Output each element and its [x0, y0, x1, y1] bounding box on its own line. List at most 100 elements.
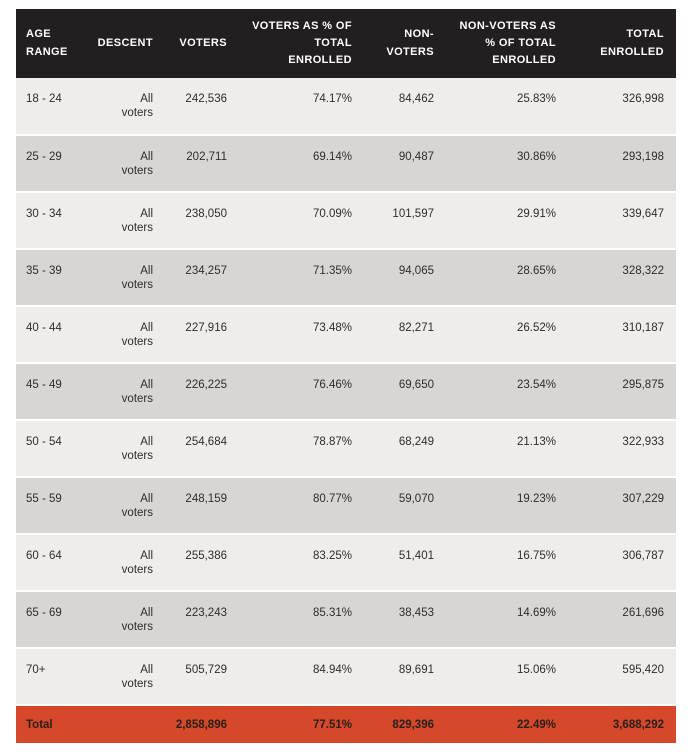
table-row: 60 - 64 All voters 255,386 83.25% 51,401 16.7… [16, 534, 676, 592]
cell-text: 310,187 [622, 322, 664, 334]
cell-descent: All voters [78, 135, 165, 193]
cell-text: 15.06% [516, 664, 556, 676]
cell-descent: All voters [78, 477, 165, 535]
cell-text: 76.46% [312, 379, 352, 391]
cell-total-enrolled: 306,787 [568, 534, 676, 592]
cell-non-voters-pct: 14.69% [446, 591, 568, 649]
cell-text: 80.77% [312, 493, 352, 505]
cell-text: 255,386 [185, 550, 227, 562]
cell-text: 82,271 [398, 322, 434, 334]
cell-text: 38,453 [398, 607, 434, 619]
cell-total-enrolled: 307,229 [568, 477, 676, 535]
cell-text: 69,650 [398, 379, 434, 391]
cell-text: 23.54% [516, 379, 556, 391]
cell-total-enrolled: 326,998 [568, 78, 676, 136]
table-row: 65 - 69 All voters 223,243 85.31% 38,453 14.6… [16, 591, 676, 649]
cell-text: 68,249 [398, 436, 434, 448]
cell-total-enrolled: 339,647 [568, 192, 676, 250]
cell-non-voters: 89,691 [364, 648, 446, 706]
cell-text: All voters [121, 550, 153, 577]
cell-text: 202,711 [186, 151, 227, 163]
cell-descent: All voters [78, 420, 165, 478]
cell-text: 51,401 [398, 550, 434, 562]
cell-text: 78.87% [312, 436, 352, 448]
cell-text: 234,257 [185, 265, 227, 277]
cell-text: 101,597 [392, 208, 434, 220]
cell-text: 322,933 [622, 436, 664, 448]
total-cell-non-voters-pct: 22.49% [446, 705, 568, 743]
cell-voters-pct: 71.35% [239, 249, 364, 307]
cell-text: 505,729 [185, 664, 227, 676]
cell-text: All voters [121, 664, 153, 691]
cell-text: 326,998 [622, 93, 664, 105]
cell-age-range: 70+ [16, 648, 78, 706]
cell-text: 328,322 [622, 265, 664, 277]
cell-text: 16.75% [516, 550, 556, 562]
cell-non-voters-pct: 23.54% [446, 363, 568, 421]
cell-voters-pct: 76.46% [239, 363, 364, 421]
cell-non-voters-pct: 29.91% [446, 192, 568, 250]
cell-voters: 202,711 [165, 135, 239, 193]
table-body: 18 - 24 All voters 242,536 74.17% 84,462 25.8… [16, 78, 676, 706]
cell-text: 248,159 [185, 493, 227, 505]
cell-text: 65 - 69 [26, 607, 62, 619]
cell-non-voters-pct: 21.13% [446, 420, 568, 478]
cell-voters: 248,159 [165, 477, 239, 535]
cell-text: 40 - 44 [26, 322, 62, 334]
cell-text: 30 - 34 [26, 208, 62, 220]
table-row: 40 - 44 All voters 227,916 73.48% 82,271 26.5… [16, 306, 676, 364]
cell-text: 90,487 [398, 151, 434, 163]
total-cell-descent [78, 705, 165, 743]
cell-text: All voters [121, 265, 153, 292]
cell-text: All voters [121, 93, 153, 120]
total-cell-age-range: Total [16, 705, 78, 743]
cell-text: All voters [121, 322, 153, 349]
cell-text: 306,787 [622, 550, 664, 562]
cell-age-range: 50 - 54 [16, 420, 78, 478]
cell-text: 70+ [26, 664, 46, 676]
cell-non-voters: 101,597 [364, 192, 446, 250]
cell-voters-pct: 80.77% [239, 477, 364, 535]
cell-text: 45 - 49 [26, 379, 62, 391]
cell-text: 69.14% [312, 151, 352, 163]
cell-voters-pct: 84.94% [239, 648, 364, 706]
column-header-non-voters-pct: NON-VOTERS AS % OF TOTAL ENROLLED [446, 9, 568, 78]
cell-age-range: 30 - 34 [16, 192, 78, 250]
table-row: 35 - 39 All voters 234,257 71.35% 94,065 28.6… [16, 249, 676, 307]
cell-voters: 505,729 [165, 648, 239, 706]
column-header-age-range: AGE RANGE [16, 9, 78, 78]
cell-non-voters: 68,249 [364, 420, 446, 478]
cell-non-voters: 38,453 [364, 591, 446, 649]
cell-voters: 227,916 [165, 306, 239, 364]
cell-age-range: 60 - 64 [16, 534, 78, 592]
total-cell-voters: 2,858,896 [165, 705, 239, 743]
cell-text: 293,198 [622, 151, 664, 163]
table-row: 70+ All voters 505,729 84.94% 89,691 15.06% 59… [16, 648, 676, 706]
cell-voters: 238,050 [165, 192, 239, 250]
cell-descent: All voters [78, 192, 165, 250]
table-row: 25 - 29 All voters 202,711 69.14% 90,487 30.8… [16, 135, 676, 193]
total-row: Total 2,858,896 77.51% 829,396 22.49% 3,688,2… [16, 705, 676, 743]
cell-descent: All voters [78, 249, 165, 307]
cell-text: 29.91% [516, 208, 556, 220]
cell-non-voters-pct: 26.52% [446, 306, 568, 364]
cell-text: 26.52% [516, 322, 556, 334]
cell-text: All voters [121, 493, 153, 520]
cell-text: 261,696 [622, 607, 664, 619]
cell-text: 238,050 [185, 208, 227, 220]
cell-text: All voters [121, 379, 153, 406]
voter-enrollment-table: AGE RANGE DESCENT VOTERS VOTERS AS % OF TOT… [16, 9, 676, 743]
cell-text: 25.83% [516, 93, 556, 105]
cell-text: 30.86% [516, 151, 556, 163]
cell-total-enrolled: 322,933 [568, 420, 676, 478]
cell-text: 83.25% [312, 550, 352, 562]
cell-total-enrolled: 261,696 [568, 591, 676, 649]
cell-non-voters-pct: 28.65% [446, 249, 568, 307]
cell-non-voters: 90,487 [364, 135, 446, 193]
cell-voters: 242,536 [165, 78, 239, 136]
cell-text: 307,229 [622, 493, 664, 505]
column-header-total-enrolled: TOTAL ENROLLED [568, 9, 676, 78]
cell-total-enrolled: 595,420 [568, 648, 676, 706]
cell-non-voters-pct: 30.86% [446, 135, 568, 193]
cell-text: 227,916 [185, 322, 227, 334]
